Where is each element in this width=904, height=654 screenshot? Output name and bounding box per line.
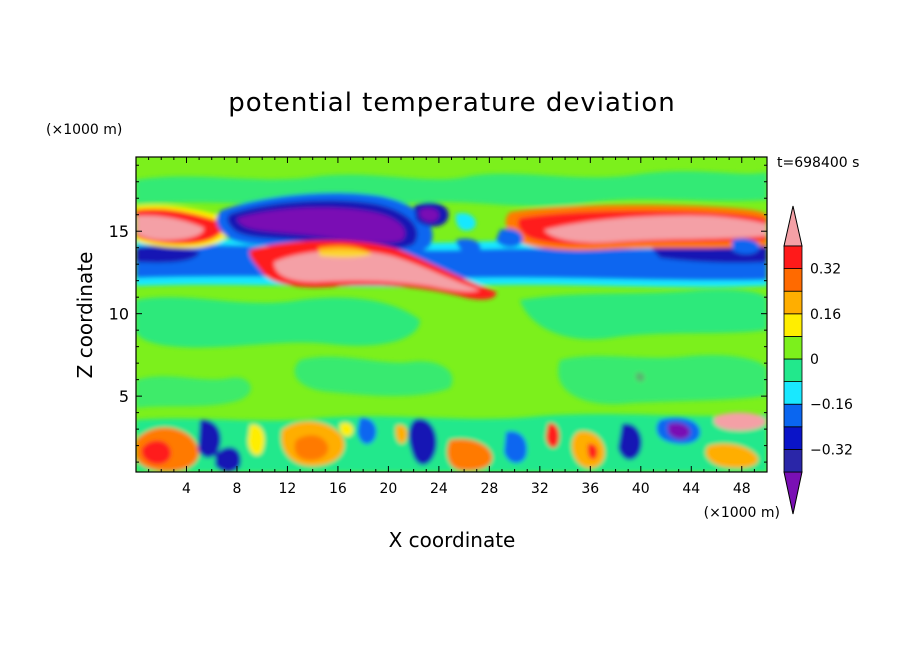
contour-region [447, 438, 493, 471]
contour-region [520, 289, 767, 340]
contour-region [136, 376, 251, 408]
x-tick-label: 48 [733, 481, 751, 497]
contour-region [455, 213, 476, 231]
contour-region [558, 354, 767, 405]
contour-region [215, 447, 241, 472]
colorbar-bin [783, 335, 803, 360]
contour-region [136, 297, 420, 348]
colorbar-label: 0 [810, 352, 819, 368]
contour-region [420, 208, 439, 222]
contour-region [496, 228, 523, 248]
x-tick-label: 24 [430, 481, 448, 497]
colorbar-label: 0.32 [810, 262, 841, 278]
x-tick-label: 12 [279, 481, 297, 497]
contour-region [546, 423, 560, 448]
contour-region [136, 246, 200, 263]
chart-title: potential temperature deviation [228, 88, 675, 118]
contour-region [732, 238, 760, 255]
colorbar-bin [783, 358, 803, 383]
x-tick-label: 4 [182, 481, 191, 497]
y-axis-label: Z coordinate [73, 252, 97, 379]
contour-region [544, 215, 767, 243]
colorbar-label: −0.32 [810, 442, 853, 458]
colorbar-bin [783, 313, 803, 337]
contour-region [339, 422, 354, 437]
colorbar-label: −0.16 [810, 397, 853, 413]
contour-region [456, 238, 481, 254]
contour-region [713, 412, 767, 431]
contour-region [248, 424, 265, 456]
colorbar-bin [783, 381, 803, 405]
y-tick-label: 15 [109, 222, 129, 241]
contour-region [504, 431, 527, 464]
colorbar-bin [783, 245, 803, 270]
colorbar: 0.32 0.16 0 −0.16 −0.32 [783, 205, 853, 515]
x-axis-unit: (×1000 m) [704, 505, 780, 521]
colorbar-bin [783, 403, 803, 428]
x-axis: 4 8 12 16 20 24 28 32 36 40 44 48 [148, 157, 755, 497]
contour-region [587, 443, 598, 460]
x-tick-label: 20 [379, 481, 397, 497]
colorbar-bin [783, 426, 803, 450]
plot-area [136, 157, 767, 472]
x-tick-label: 40 [632, 481, 650, 497]
y-tick-label: 10 [109, 305, 129, 324]
time-label: t=698400 s [777, 155, 859, 171]
contour-region [318, 246, 372, 258]
contour-region [705, 443, 759, 468]
contour-region [395, 424, 408, 444]
contour-region [408, 418, 437, 465]
contour-region [294, 356, 453, 396]
y-unit-label: (×1000 m) [46, 122, 122, 138]
x-tick-label: 8 [232, 481, 241, 497]
colorbar-label: 0.16 [810, 307, 841, 323]
contour-region [294, 435, 329, 461]
colorbar-under-triangle [783, 471, 803, 515]
contour-region [141, 440, 172, 465]
x-tick-label: 32 [531, 481, 549, 497]
y-axis: 5 10 15 [109, 164, 767, 463]
x-tick-label: 16 [329, 481, 347, 497]
colorbar-over-triangle [783, 205, 803, 247]
y-tick-label: 5 [119, 387, 129, 406]
contour-region [618, 423, 642, 460]
x-axis-label: X coordinate [389, 528, 516, 552]
x-tick-label: 44 [682, 481, 700, 497]
colorbar-bin [783, 268, 803, 292]
colorbar-bin [783, 448, 803, 473]
x-tick-label: 28 [480, 481, 498, 497]
contour-region [136, 215, 204, 240]
contour-region [237, 207, 405, 243]
contour-region [274, 250, 480, 292]
contour-region [357, 417, 377, 445]
contour-region [668, 422, 691, 440]
x-tick-label: 36 [581, 481, 599, 497]
contour-field [136, 171, 767, 472]
colorbar-bin [783, 290, 803, 315]
contour-region [198, 419, 221, 458]
